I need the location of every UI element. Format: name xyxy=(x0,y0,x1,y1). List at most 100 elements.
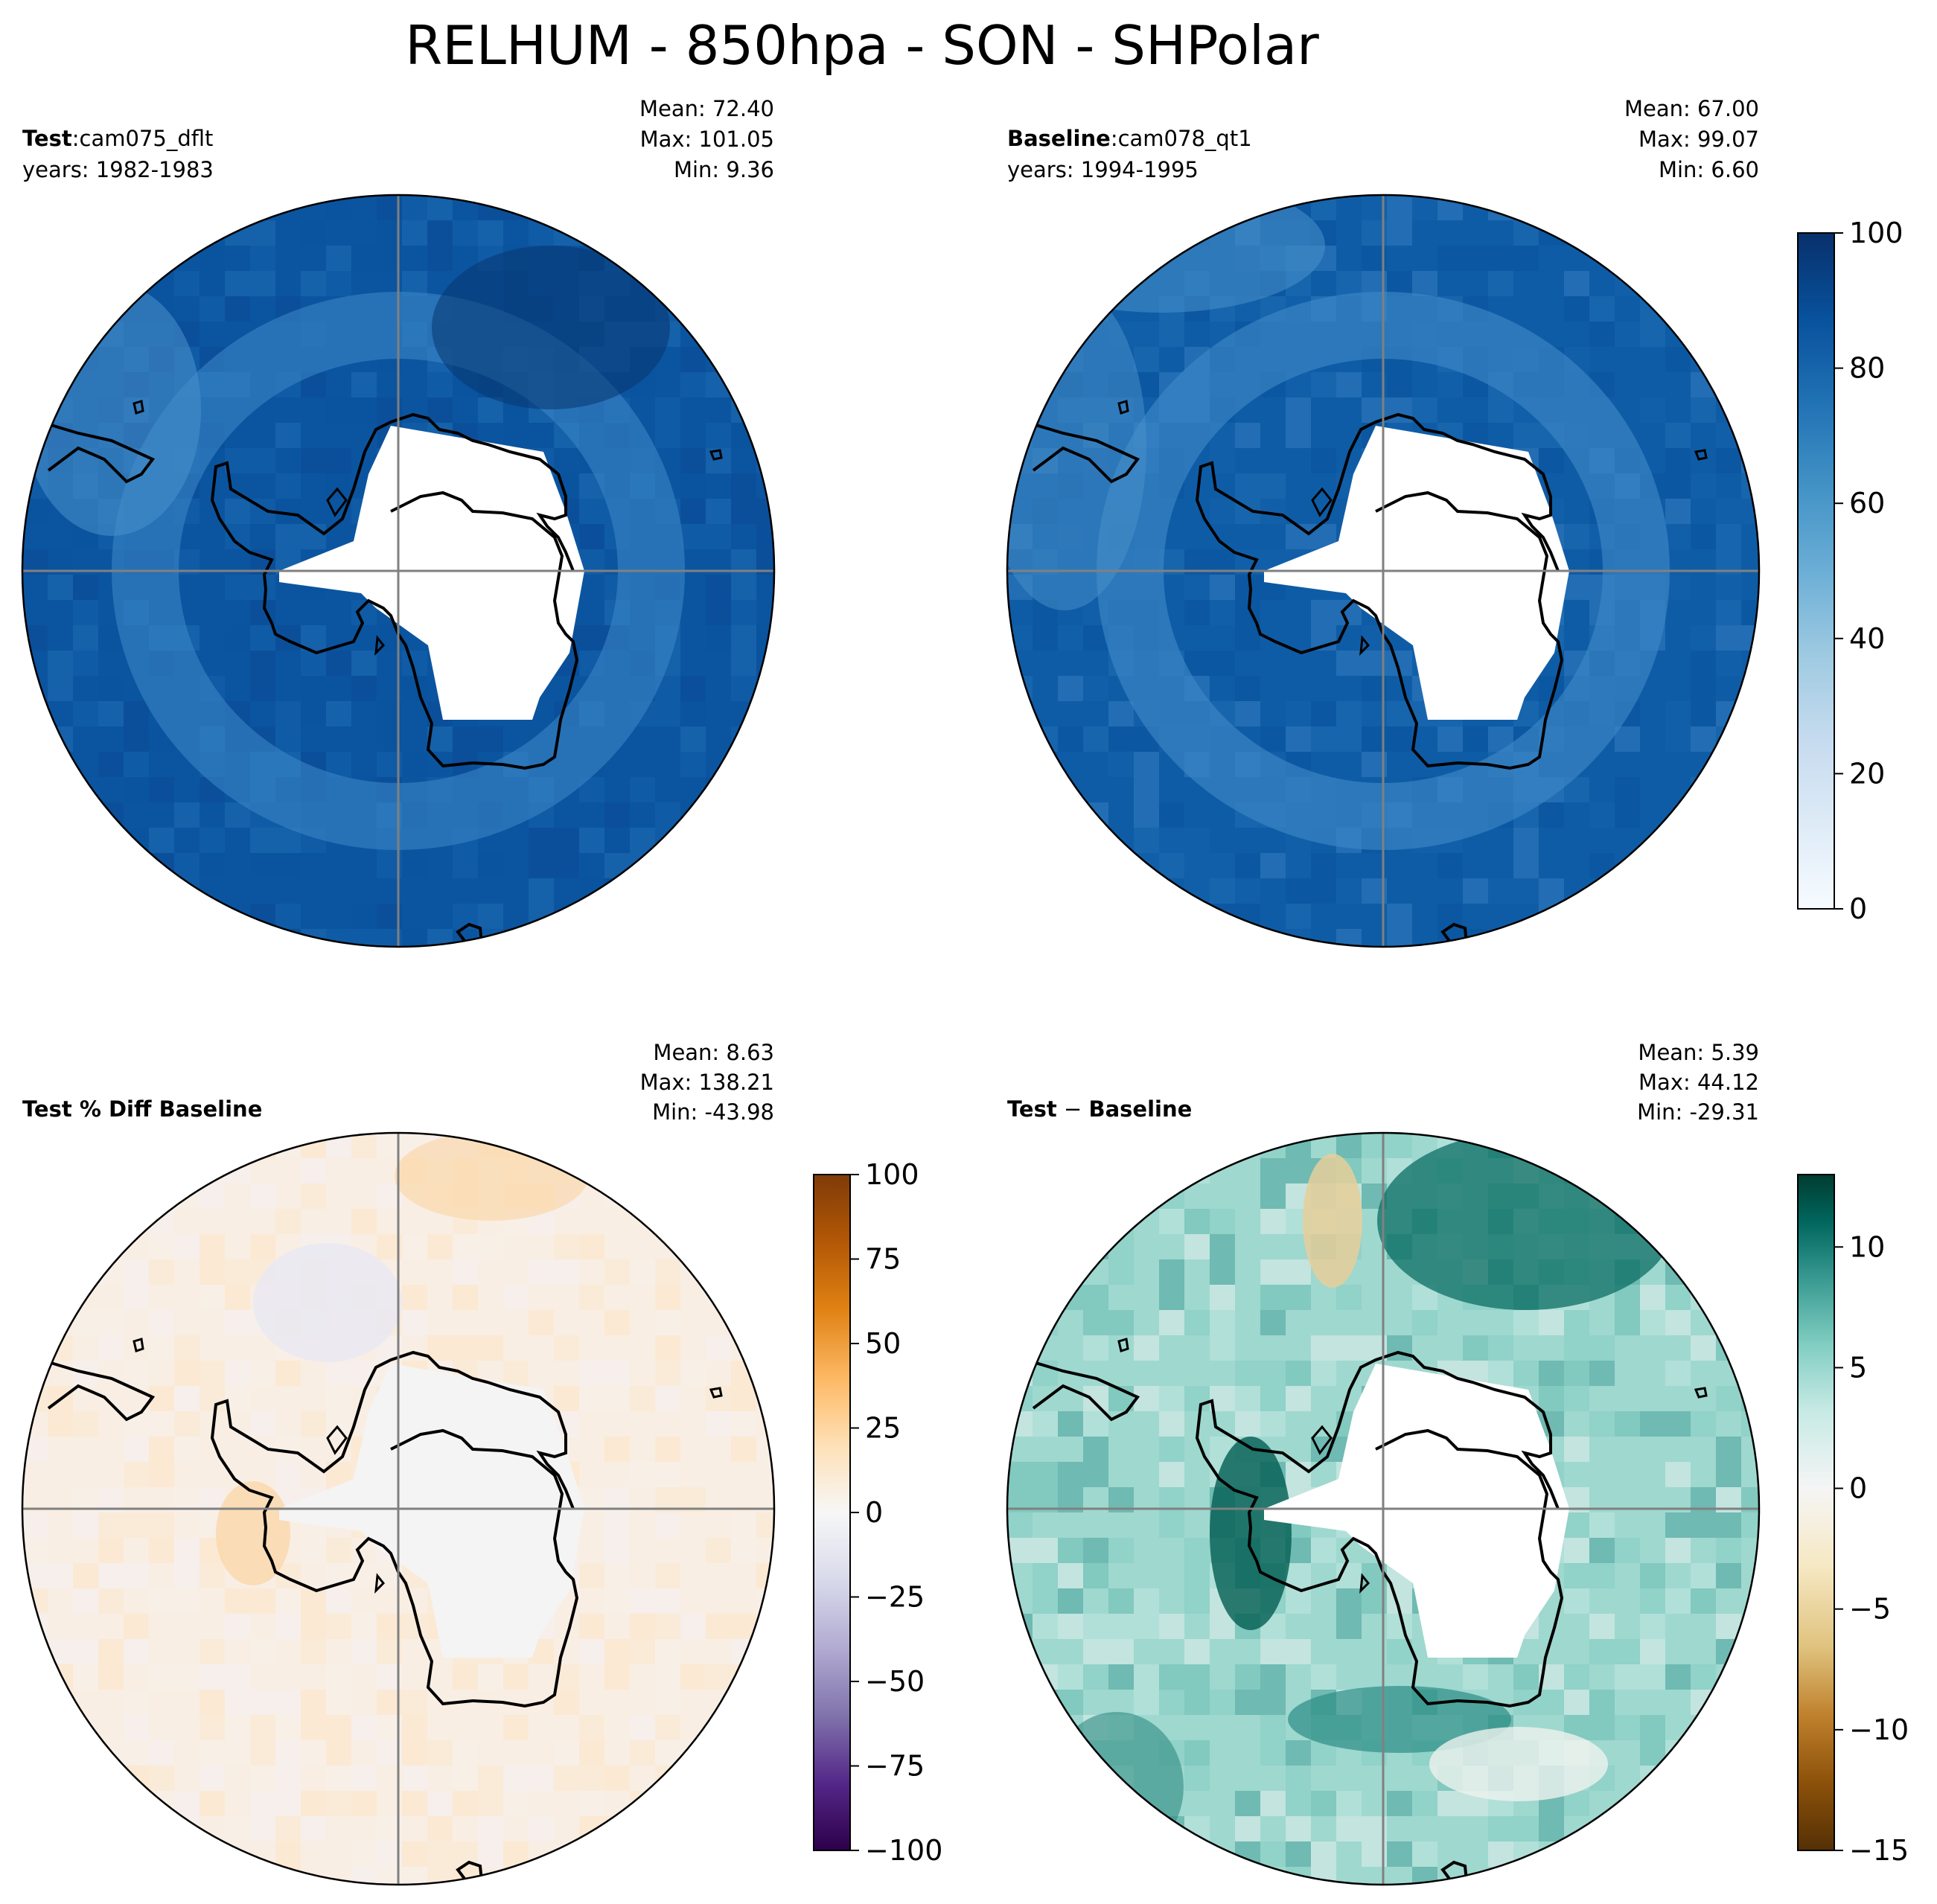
map-grid-cell xyxy=(1716,1690,1741,1715)
map-grid-cell xyxy=(655,1690,680,1715)
map-grid-cell xyxy=(1286,853,1311,878)
map-grid-cell xyxy=(1184,1386,1210,1411)
map-grid-cell xyxy=(1716,524,1741,549)
map-grid-cell xyxy=(98,1766,124,1791)
map-grid-cell xyxy=(731,752,756,777)
map-grid-cell xyxy=(1108,701,1134,726)
map-grid-cell xyxy=(1286,1740,1311,1766)
map-grid-cell xyxy=(1513,1816,1539,1841)
map-grid-cell xyxy=(326,1386,351,1411)
map-grid-cell xyxy=(200,1234,225,1259)
map-grid-cell xyxy=(1058,676,1083,701)
map-grid-cell xyxy=(655,1437,680,1462)
map-grid-cell xyxy=(275,1209,301,1234)
map-grid-cell xyxy=(275,1588,301,1614)
map-grid-cell xyxy=(351,1614,377,1639)
map-grid-cell xyxy=(200,828,225,853)
map-grid-cell xyxy=(1007,1335,1033,1361)
map-grid-cell xyxy=(731,1411,756,1437)
map-grid-cell xyxy=(124,726,149,752)
map-grid-cell xyxy=(301,1791,326,1816)
map-grid-cell xyxy=(1184,1563,1210,1588)
map-grid-cell xyxy=(655,397,680,423)
map-grid-cell xyxy=(630,1639,655,1664)
map-grid-cell xyxy=(1488,246,1513,271)
map-grid-cell xyxy=(351,904,377,929)
map-grid-cell xyxy=(1716,1639,1741,1664)
map-grid-cell xyxy=(275,423,301,448)
map-grid-cell xyxy=(149,1209,174,1234)
map-grid-cell xyxy=(655,1563,680,1588)
map-grid-cell xyxy=(1463,246,1488,271)
cbar-puor-tick-label: −25 xyxy=(865,1581,925,1614)
map-grid-cell xyxy=(1210,878,1235,904)
map-grid-cell xyxy=(275,828,301,853)
map-grid-cell xyxy=(402,1841,427,1867)
map-grid-cell xyxy=(1134,1664,1159,1690)
map-grid-cell xyxy=(250,1867,275,1885)
map-grid-cell xyxy=(1691,1563,1716,1588)
map-grid-cell xyxy=(529,904,554,929)
map-grid-cell xyxy=(427,929,453,947)
map-grid-cell xyxy=(1665,828,1691,853)
map-grid-cell xyxy=(1691,473,1716,499)
map-grid-cell xyxy=(1564,1437,1589,1462)
map-grid-cell xyxy=(1134,1614,1159,1639)
map-grid-cell xyxy=(655,1285,680,1310)
map-grid-cell xyxy=(1210,575,1235,600)
map-grid-cell xyxy=(1083,1335,1108,1361)
map-grid-cell xyxy=(604,1310,630,1335)
map-grid-cell xyxy=(1108,1310,1134,1335)
map-grid-cell xyxy=(200,1715,225,1740)
map-grid-cell xyxy=(1184,1310,1210,1335)
map-grid-cell xyxy=(1665,1361,1691,1386)
map-grid-cell xyxy=(1564,220,1589,246)
map-grid-cell xyxy=(1235,473,1260,499)
map-grid-cell xyxy=(1665,1766,1691,1791)
map-grid-cell xyxy=(1210,600,1235,625)
cbar-puor-tick-label: 100 xyxy=(865,1158,919,1191)
map-grid-cell xyxy=(275,1614,301,1639)
map-grid-cell xyxy=(630,1462,655,1487)
map-grid-cell xyxy=(326,1791,351,1816)
map-grid-cell xyxy=(1058,1538,1083,1563)
map-grid-cell xyxy=(529,878,554,904)
map-grid-cell xyxy=(1134,1816,1159,1841)
map-grid-cell xyxy=(503,1867,529,1885)
map-baseline xyxy=(1007,195,1759,947)
map-grid-cell xyxy=(250,1588,275,1614)
map-grid-cell xyxy=(1665,347,1691,372)
map-grid-cell xyxy=(1260,1133,1286,1158)
map-grid-cell xyxy=(554,220,579,246)
map-grid-cell xyxy=(351,397,377,423)
map-grid-cell xyxy=(1033,1614,1058,1639)
map-grid-cell xyxy=(1134,322,1159,347)
map-grid-cell xyxy=(48,575,73,600)
map-test xyxy=(22,195,774,947)
panel-baseline-stat-min: Min: 6.60 xyxy=(1659,157,1759,182)
map-grid-cell xyxy=(1488,1361,1513,1386)
map-grid-cell xyxy=(1741,600,1759,625)
map-grid-cell xyxy=(1286,1588,1311,1614)
map-grid-cell xyxy=(301,1715,326,1740)
map-grid-cell xyxy=(1260,1386,1286,1411)
map-grid-cell xyxy=(1716,1538,1741,1563)
map-grid-cell xyxy=(503,1285,529,1310)
map-grid-cell xyxy=(225,1133,250,1158)
map-grid-cell xyxy=(1615,246,1640,271)
map-grid-cell xyxy=(275,1841,301,1867)
map-grid-cell xyxy=(1387,1791,1412,1816)
map-grid-cell xyxy=(1210,1259,1235,1285)
map-grid-cell xyxy=(478,220,503,246)
map-grid-cell xyxy=(1108,752,1134,777)
map-grid-cell xyxy=(1589,1639,1615,1664)
map-grid-cell xyxy=(1134,777,1159,802)
map-grid-cell xyxy=(680,524,706,549)
map-grid-cell xyxy=(402,1310,427,1335)
map-grid-cell xyxy=(301,1740,326,1766)
map-grid-cell xyxy=(48,1563,73,1588)
map-grid-cell xyxy=(200,1766,225,1791)
map-grid-cell xyxy=(1210,1209,1235,1234)
map-grid-cell xyxy=(326,676,351,701)
map-grid-cell xyxy=(427,246,453,271)
